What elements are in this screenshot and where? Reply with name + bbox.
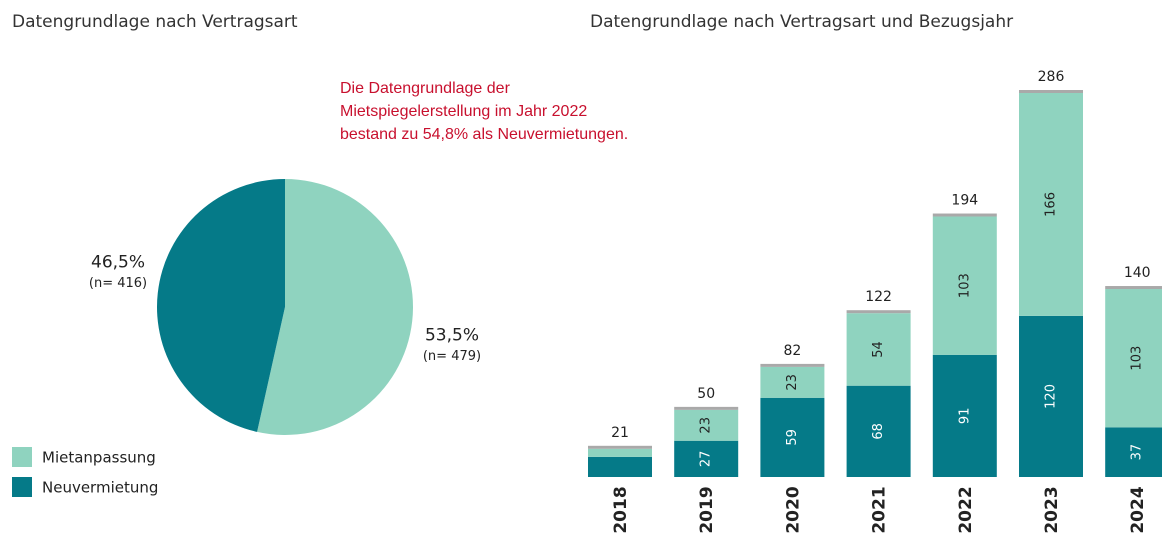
x-tick-label: 2020 <box>783 486 803 533</box>
total-label: 50 <box>697 386 715 402</box>
total-cap <box>846 310 911 314</box>
pie-slice <box>156 179 285 432</box>
bar-segment <box>674 440 739 477</box>
bar-segment <box>1105 289 1162 428</box>
x-tick-label: 2021 <box>870 486 890 533</box>
bar-segment <box>588 456 652 477</box>
annotation: Die Datengrundlage der <box>340 80 511 97</box>
total-label: 286 <box>1038 69 1065 85</box>
bar-segment <box>760 397 825 477</box>
segment-label: 68 <box>871 423 886 440</box>
total-cap <box>760 363 825 367</box>
bar-segment <box>932 216 997 355</box>
legend-label: Mietanpassung <box>42 449 156 467</box>
bar-title: Datengrundlage nach Vertragsart und Bezu… <box>590 12 1013 32</box>
x-tick-label: 2023 <box>1042 486 1062 533</box>
x-tick-label: 2018 <box>611 486 631 533</box>
x-tick-label: 2022 <box>956 486 976 533</box>
segment-label: 120 <box>1044 384 1059 409</box>
segment-label: 27 <box>699 451 714 468</box>
pie-label: 53,5% <box>425 325 479 345</box>
total-cap <box>932 213 997 217</box>
segment-label: 91 <box>957 408 972 425</box>
annotation: Mietspiegelerstellung im Jahr 2022 <box>340 103 587 120</box>
total-label: 194 <box>951 193 978 209</box>
total-cap <box>674 406 739 410</box>
annotation: bestand zu 54,8% als Neuvermietungen. <box>340 126 628 143</box>
pie-sublabel: (n= 479) <box>423 349 481 364</box>
pie-sublabel: (n= 416) <box>89 276 147 291</box>
legend-swatch <box>12 477 32 497</box>
legend-swatch <box>12 447 32 467</box>
bar-segment <box>588 448 652 457</box>
bar-segment <box>1019 315 1083 477</box>
segment-label: 23 <box>699 417 714 434</box>
total-label: 82 <box>783 343 801 359</box>
segment-label: 37 <box>1130 444 1145 461</box>
bar-segment <box>760 366 825 398</box>
bar-segment <box>1105 427 1162 477</box>
segment-label: 54 <box>871 341 886 358</box>
total-cap <box>1019 90 1083 93</box>
total-label: 122 <box>865 289 892 305</box>
legend-label: Neuvermietung <box>42 479 158 497</box>
bar-segment <box>1019 93 1083 316</box>
total-cap <box>588 445 652 449</box>
bar-segment <box>846 385 911 477</box>
total-label: 21 <box>611 425 629 441</box>
segment-label: 23 <box>785 374 800 391</box>
bar-segment <box>932 354 997 477</box>
total-cap <box>1105 286 1162 290</box>
bar-segment <box>846 313 911 386</box>
segment-label: 59 <box>785 429 800 446</box>
pie-title: Datengrundlage nach Vertragsart <box>12 12 298 32</box>
total-label: 140 <box>1124 265 1151 281</box>
pie-label: 46,5% <box>91 253 145 273</box>
segment-label: 103 <box>957 273 972 298</box>
x-tick-label: 2019 <box>697 486 717 533</box>
x-tick-label: 2024 <box>1128 486 1148 533</box>
segment-label: 103 <box>1130 346 1145 371</box>
pie-slice <box>257 179 413 435</box>
bar-segment <box>674 409 739 441</box>
segment-label: 166 <box>1044 192 1059 217</box>
